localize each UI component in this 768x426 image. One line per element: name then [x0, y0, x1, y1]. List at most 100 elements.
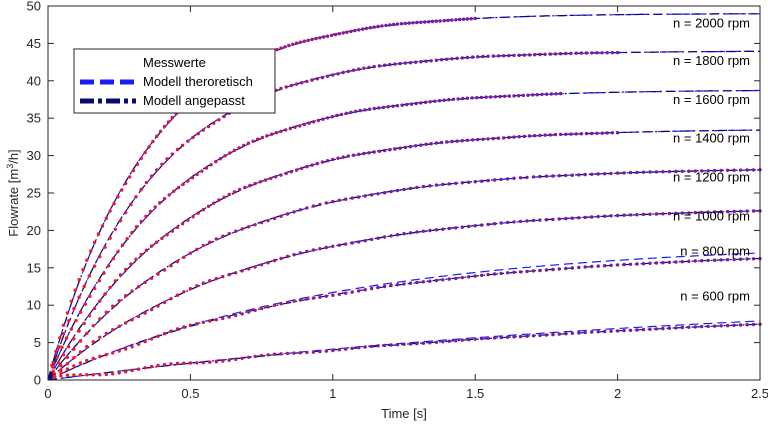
measured-point [518, 334, 523, 339]
measured-point [143, 366, 147, 370]
measured-point [590, 131, 594, 136]
measured-point [134, 257, 138, 261]
measured-point [544, 174, 549, 178]
measured-point [253, 223, 257, 227]
measured-point [139, 187, 143, 192]
measured-point [713, 258, 717, 262]
fitted-line [47, 323, 761, 381]
measured-point [302, 122, 306, 127]
measured-point [674, 169, 678, 174]
measured-point [167, 193, 171, 197]
measured-point [155, 134, 159, 138]
measured-point [538, 133, 542, 138]
measured-point [195, 361, 199, 365]
measured-point [139, 156, 143, 161]
y-tick-label: 5 [34, 335, 41, 350]
measured-point [345, 30, 349, 34]
measured-point [103, 292, 107, 296]
measured-point [104, 372, 109, 377]
measured-point [654, 261, 659, 265]
measured-point [240, 356, 244, 360]
measured-point [525, 269, 529, 274]
measured-point [247, 267, 251, 271]
measured-point [382, 148, 387, 153]
measured-point [279, 352, 283, 356]
measured-point [300, 166, 304, 171]
measured-point [473, 337, 477, 341]
measured-point [72, 373, 76, 377]
measured-point [680, 325, 684, 330]
measured-point [414, 60, 418, 64]
measured-point [214, 318, 218, 322]
measured-point [92, 286, 97, 291]
measured-point [622, 328, 626, 333]
measured-point [414, 144, 418, 148]
measured-point [492, 222, 497, 226]
measured-point [166, 120, 171, 124]
y-tick-label: 20 [27, 223, 41, 238]
measured-point [441, 340, 445, 344]
measured-point [134, 225, 139, 229]
curves-layer [47, 13, 762, 381]
measured-point [144, 180, 149, 185]
measured-point [324, 201, 328, 205]
measured-point [450, 18, 454, 22]
measured-point [182, 325, 186, 329]
measured-point [577, 265, 581, 270]
measured-point [445, 57, 449, 61]
measured-point [460, 181, 464, 185]
measured-point [169, 264, 173, 268]
measured-point [700, 324, 704, 329]
measured-point [351, 153, 356, 157]
measured-point [97, 279, 102, 283]
measured-point [180, 143, 185, 147]
measured-point [700, 169, 704, 173]
measured-point [285, 254, 290, 259]
measured-point [583, 330, 587, 335]
measured-point [583, 265, 587, 269]
measured-point [408, 342, 413, 346]
measured-point [221, 274, 225, 279]
measured-point [424, 142, 428, 146]
measured-point [104, 353, 109, 357]
measured-point [706, 258, 710, 263]
measured-point [292, 351, 296, 355]
measured-point [162, 300, 167, 305]
measured-point [279, 173, 283, 177]
measured-point [78, 310, 83, 314]
measured-point [486, 336, 490, 340]
measured-point [540, 92, 544, 97]
measured-point [311, 248, 316, 252]
measured-point [116, 250, 120, 254]
measured-point [382, 284, 387, 289]
measured-point [451, 97, 456, 102]
measured-point [458, 17, 462, 22]
measured-point [473, 16, 477, 21]
measured-point [609, 171, 613, 176]
measured-point [554, 92, 558, 96]
measured-point [214, 237, 218, 241]
measured-point [72, 364, 76, 368]
measured-point [548, 52, 552, 56]
measured-point [124, 321, 128, 325]
measured-point [162, 124, 167, 129]
measured-point [367, 151, 371, 155]
measured-point [165, 157, 169, 161]
x-tick-label: 2.5 [751, 386, 768, 401]
measured-point [372, 106, 376, 111]
measured-point [243, 185, 247, 190]
measured-point [98, 254, 102, 259]
measured-point [196, 211, 200, 215]
measured-point [648, 212, 652, 216]
measured-point [357, 195, 361, 199]
measured-point [388, 62, 392, 67]
measured-point [195, 172, 199, 177]
measured-point [234, 313, 238, 318]
measured-point [564, 132, 568, 136]
measured-point [577, 331, 581, 335]
measured-point [641, 212, 646, 217]
measured-point [507, 135, 511, 140]
measured-point [318, 295, 322, 299]
measured-point [170, 152, 174, 156]
measured-point [337, 198, 341, 202]
